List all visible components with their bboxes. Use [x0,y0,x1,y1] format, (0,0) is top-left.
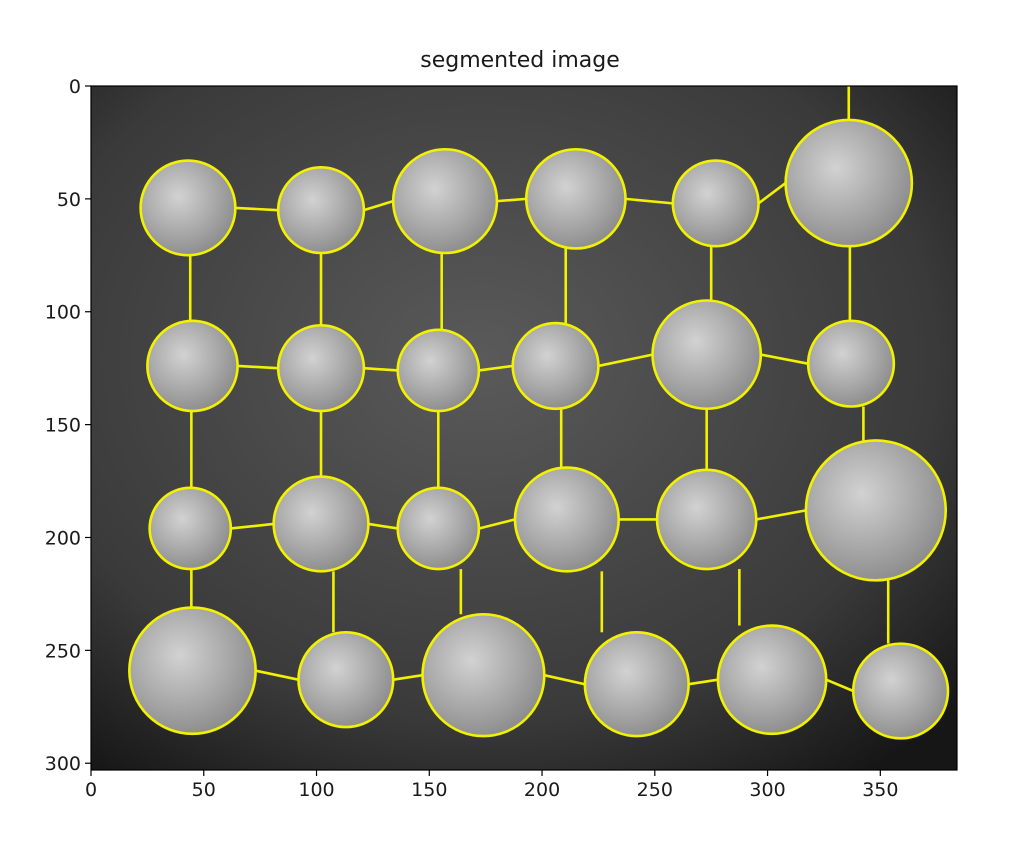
coin [140,160,236,256]
coin-boundary [396,328,481,413]
coin [422,614,545,737]
axes-frame [90,85,958,771]
boundary-line [688,678,719,686]
coin [298,632,394,728]
y-axis: 0 50 100 150 200 250 300 [45,76,91,775]
coin-boundary [276,166,366,255]
coin [652,300,761,409]
coin [147,320,238,412]
boundary-line [760,353,809,365]
figure-title: segmented image [420,48,620,73]
boundary-line [756,509,807,521]
coin [853,643,948,739]
coin-boundary [671,159,760,248]
boundary-line [230,522,274,530]
boundary-line [363,199,394,212]
x-tick-label: 0 [85,779,97,801]
boundary-line [496,197,527,203]
boundary-line [363,366,398,372]
coin [278,325,364,412]
boundary-line [478,364,513,372]
boundary-line [757,182,787,205]
coin-boundary [391,147,499,255]
coin [805,440,946,581]
y-tick-label: 300 [45,753,81,775]
coin [149,487,231,570]
coin [273,476,369,572]
y-tick-label: 50 [57,189,81,211]
coin [278,167,364,254]
coin-boundary [511,321,600,411]
coin-boundary [276,324,366,413]
coin-boundary [272,475,370,573]
coin-boundary [146,319,239,413]
boundary-line [598,353,653,368]
coin [808,320,894,407]
coin [397,329,479,412]
coin [512,323,599,409]
coin-boundary [784,118,914,248]
x-tick-label: 50 [192,779,216,801]
boundary-line [368,522,398,530]
coin-boundary [139,159,237,257]
boundary-line [625,197,673,205]
x-tick-label: 200 [524,779,560,801]
x-tick-label: 300 [749,779,785,801]
coin [785,119,912,247]
boundary-line [255,669,299,681]
coin [657,469,757,570]
x-tick-label: 350 [862,779,898,801]
coin [129,607,256,734]
coin-boundary [297,631,395,729]
boundary-line [235,206,279,212]
x-tick-label: 250 [637,779,673,801]
coin [584,632,689,737]
x-axis: 0 50 100 150 200 250 300 350 [85,770,898,801]
y-tick-label: 250 [45,640,81,662]
coin-boundary [806,319,896,408]
coin [514,467,619,572]
coin-boundary [148,486,233,571]
y-tick-label: 100 [45,302,81,324]
boundary-line [825,678,854,693]
coin-boundary [513,466,621,573]
coin [672,160,759,247]
coin [393,149,497,253]
coin [397,487,479,570]
coin-boundary [651,299,763,411]
x-tick-label: 150 [411,779,447,801]
segmentation-boundaries [128,86,950,740]
coin-boundary [716,624,828,736]
coin [526,149,626,249]
coin-boundary [128,606,257,736]
boundary-line [237,364,279,370]
coin-boundary [851,642,950,740]
coin-boundary [421,612,546,738]
segmented-image [91,86,957,770]
y-tick-label: 200 [45,527,81,549]
boundary-line [478,518,516,530]
coin-boundary [396,486,481,571]
coin-boundary [804,439,948,582]
boundary-line [393,673,423,681]
boundary-line [544,673,586,686]
coin [717,625,827,734]
y-tick-label: 0 [69,76,81,98]
coin-boundary [583,631,690,738]
y-tick-label: 150 [45,415,81,437]
coin-boundary [655,468,758,571]
x-tick-label: 100 [298,779,334,801]
coin-boundary [524,147,627,250]
